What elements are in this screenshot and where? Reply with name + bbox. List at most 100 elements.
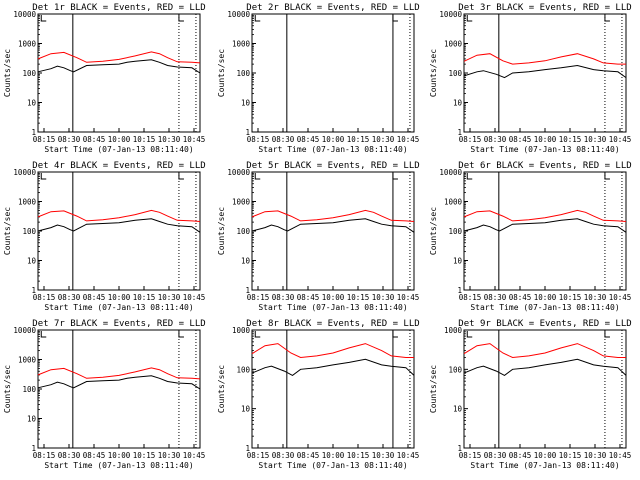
interval-bracket-icon (178, 173, 184, 180)
y-tick-label: 10 (27, 415, 37, 424)
y-tick-label: 10 (241, 99, 251, 108)
x-axis-label: Start Time (07-Jan-13 08:11:40) (44, 461, 193, 470)
x-tick-label: 10:30 (584, 135, 607, 144)
y-tick-label: 10 (27, 99, 37, 108)
y-tick-label: 10 (241, 405, 251, 414)
detector-panel: Det 5r BLACK = Events, RED = LLD10000100… (217, 161, 420, 312)
x-tick-label: 10:00 (108, 135, 131, 144)
y-tick-label: 1000 (444, 326, 463, 335)
x-tick-label: 10:00 (108, 293, 131, 302)
x-tick-label: 10:45 (609, 135, 632, 144)
x-tick-label: 08:15 (459, 293, 482, 302)
y-axis-label: Counts/sec (3, 49, 12, 97)
x-tick-label: 10:00 (322, 451, 345, 460)
x-tick-label: 08:45 (297, 135, 320, 144)
x-tick-label: 10:45 (397, 135, 420, 144)
series-lld-line (463, 209, 627, 222)
x-tick-label: 10:15 (133, 135, 156, 144)
interval-bracket-icon (392, 173, 398, 180)
y-tick-label: 1000 (18, 198, 37, 207)
x-tick-label: 08:30 (484, 293, 507, 302)
y-axis-label: Counts/sec (429, 365, 438, 413)
y-tick-label: 100 (448, 365, 462, 374)
interval-bracket-icon (254, 331, 261, 338)
series-events-line (37, 59, 201, 74)
panel-title: Det 7r BLACK = Events, RED = LLD (32, 319, 205, 329)
y-axis-label: Counts/sec (217, 365, 226, 413)
x-tick-label: 10:30 (372, 293, 395, 302)
x-axis-label: Start Time (07-Jan-13 08:11:40) (470, 461, 619, 470)
y-axis-label: Counts/sec (429, 207, 438, 255)
x-axis-label: Start Time (07-Jan-13 08:11:40) (258, 145, 407, 154)
interval-bracket-icon (604, 15, 610, 22)
x-tick-label: 10:15 (559, 293, 582, 302)
y-axis-label: Counts/sec (3, 365, 12, 413)
series-lld-line (463, 53, 626, 65)
y-tick-label: 1 (31, 286, 36, 295)
y-tick-label: 10 (453, 405, 463, 414)
interval-bracket-icon (466, 331, 473, 338)
interval-bracket-icon (604, 331, 610, 338)
y-tick-label: 10000 (227, 168, 250, 177)
x-tick-label: 08:30 (58, 451, 81, 460)
y-tick-label: 100 (22, 69, 36, 78)
x-tick-label: 10:00 (322, 293, 345, 302)
x-tick-label: 10:15 (133, 293, 156, 302)
y-tick-label: 10 (241, 257, 251, 266)
y-tick-label: 1000 (18, 356, 37, 365)
interval-bracket-icon (40, 331, 47, 338)
panel-title: Det 9r BLACK = Events, RED = LLD (458, 319, 631, 329)
x-tick-label: 10:15 (133, 451, 156, 460)
plot-frame (251, 13, 415, 133)
x-tick-label: 08:45 (509, 293, 532, 302)
y-axis-label: Counts/sec (217, 207, 226, 255)
x-tick-label: 10:00 (534, 135, 557, 144)
interval-bracket-icon (466, 15, 473, 22)
x-axis-label: Start Time (07-Jan-13 08:11:40) (470, 303, 619, 312)
y-tick-label: 100 (448, 227, 462, 236)
interval-bracket-icon (40, 15, 47, 22)
x-tick-label: 10:00 (108, 451, 131, 460)
y-tick-label: 10 (27, 257, 37, 266)
interval-bracket-icon (466, 173, 473, 180)
interval-bracket-icon (254, 15, 261, 22)
x-tick-label: 10:30 (372, 135, 395, 144)
x-tick-label: 10:30 (584, 293, 607, 302)
plot-frame (251, 329, 415, 449)
x-tick-label: 08:30 (272, 451, 295, 460)
x-tick-label: 10:15 (559, 135, 582, 144)
y-tick-label: 10000 (227, 10, 250, 19)
y-tick-label: 10000 (439, 10, 462, 19)
y-tick-label: 1 (457, 444, 462, 453)
y-tick-label: 10000 (13, 10, 36, 19)
interval-bracket-icon (392, 331, 398, 338)
x-tick-label: 08:15 (33, 293, 56, 302)
x-tick-label: 08:45 (297, 451, 320, 460)
x-tick-label: 10:45 (183, 451, 206, 460)
x-tick-label: 10:30 (158, 135, 181, 144)
panel-title: Det 6r BLACK = Events, RED = LLD (458, 161, 631, 171)
x-tick-label: 10:15 (347, 135, 370, 144)
series-events-line (251, 358, 415, 376)
y-tick-label: 100 (236, 69, 250, 78)
y-tick-label: 1000 (232, 198, 251, 207)
x-tick-label: 08:45 (83, 135, 106, 144)
series-events-line (463, 358, 627, 376)
plot-frame (37, 171, 201, 291)
detector-panel: Det 7r BLACK = Events, RED = LLD10000100… (3, 319, 206, 470)
interval-bracket-icon (604, 173, 610, 180)
plot-frame (37, 329, 201, 449)
y-tick-label: 10000 (439, 168, 462, 177)
series-events-line (463, 64, 627, 79)
x-tick-label: 10:00 (534, 293, 557, 302)
x-tick-label: 10:30 (584, 451, 607, 460)
interval-bracket-icon (254, 173, 261, 180)
y-tick-label: 10000 (13, 168, 36, 177)
y-tick-label: 1 (31, 128, 36, 137)
x-tick-label: 08:15 (459, 135, 482, 144)
interval-bracket-icon (178, 15, 184, 22)
plot-frame (463, 171, 627, 291)
x-tick-label: 10:45 (397, 293, 420, 302)
